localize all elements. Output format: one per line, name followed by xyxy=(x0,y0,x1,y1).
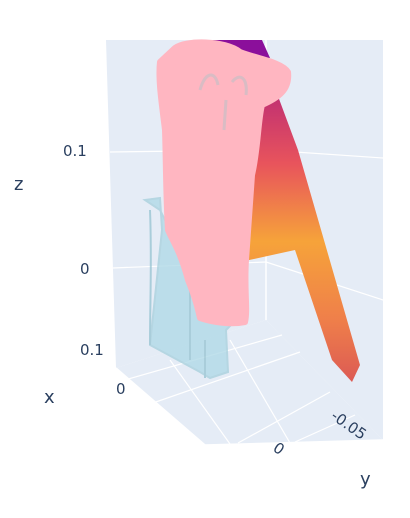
y-axis-title: y xyxy=(360,469,371,490)
z-tick-0-1: 0.1 xyxy=(63,142,87,160)
x-axis-title: x xyxy=(44,387,55,408)
back-wall xyxy=(266,40,383,440)
x-tick-0-1: 0.1 xyxy=(80,341,104,359)
x-tick-0: 0 xyxy=(116,380,126,398)
gradient-surface-cloud xyxy=(240,70,360,382)
pink-point-cloud xyxy=(156,39,292,327)
z-axis-title: z xyxy=(14,174,23,195)
z-tick-0: 0 xyxy=(80,260,90,278)
